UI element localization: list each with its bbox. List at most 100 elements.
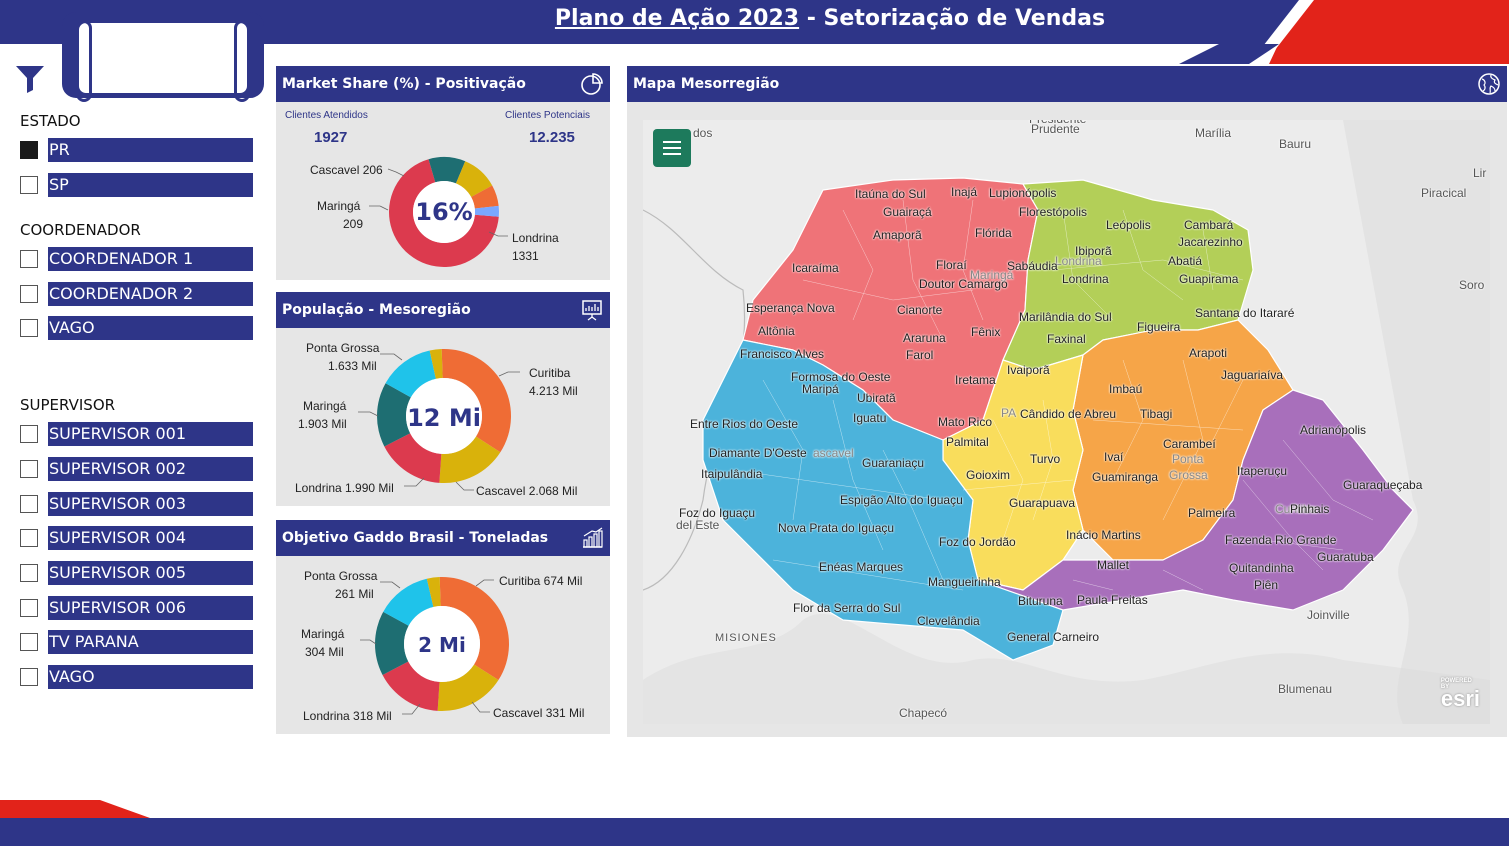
- map-header: Mapa Mesorregião: [627, 66, 1507, 102]
- label-ponta-grossa: Ponta Grossa: [306, 341, 380, 355]
- potenciais-label: Clientes Potenciais: [505, 110, 591, 121]
- populacao-panel: População - Mesoregião 12 Mi Ponta Gross…: [276, 292, 610, 506]
- place-label: Blumenau: [1278, 682, 1333, 696]
- title-year: Plano de Ação 2023: [554, 6, 800, 31]
- place-label: Flor da Serra do Sul: [793, 601, 901, 615]
- esri-label: esri: [1440, 686, 1480, 711]
- supervisor-option-vago[interactable]: VAGO: [20, 665, 253, 689]
- option-label: SUPERVISOR 006: [48, 596, 253, 620]
- supervisor-option-003[interactable]: SUPERVISOR 003: [20, 492, 253, 516]
- donut-slice-curitiba[interactable]: [439, 577, 509, 681]
- map-view[interactable]: Presidente Prudente Marília Bauru Lir Pi…: [643, 120, 1490, 724]
- coordenador-option-1[interactable]: COORDENADOR 1: [20, 247, 253, 271]
- map-menu-button[interactable]: [653, 129, 691, 167]
- option-label: SUPERVISOR 001: [48, 422, 253, 446]
- place-label: Ponta: [1172, 452, 1204, 466]
- label-curitiba: Curitiba 674 Mil: [499, 574, 583, 588]
- place-label: Arapoti: [1189, 346, 1228, 360]
- potenciais-value: 12.235: [529, 129, 575, 146]
- estado-option-pr[interactable]: PR: [20, 138, 253, 162]
- place-label: Faxinal: [1047, 332, 1086, 346]
- populacao-header: População - Mesoregião: [276, 292, 610, 328]
- supervisor-label: SUPERVISOR: [20, 396, 116, 414]
- supervisor-option-002[interactable]: SUPERVISOR 002: [20, 457, 253, 481]
- donut-slice-cascavel[interactable]: [455, 161, 493, 198]
- place-label: Palmeira: [1188, 506, 1236, 520]
- donut-slice-maring-[interactable]: [428, 157, 466, 184]
- checkbox[interactable]: [20, 141, 38, 159]
- supervisor-option-006[interactable]: SUPERVISOR 006: [20, 596, 253, 620]
- place-label: Foz do Iguaçu: [679, 506, 756, 520]
- place-label: dos: [693, 126, 713, 140]
- donut-slice-maring-[interactable]: [375, 611, 409, 675]
- donut-center-label: 2 Mi: [418, 633, 466, 657]
- donut-slice-cascavel[interactable]: [437, 664, 499, 711]
- place-label: Abatiá: [1168, 254, 1203, 268]
- place-label: Leópolis: [1106, 218, 1151, 232]
- checkbox[interactable]: [20, 599, 38, 617]
- place-label: Guapirama: [1179, 272, 1239, 286]
- checkbox[interactable]: [20, 460, 38, 478]
- donut-slice-ponta-grossa[interactable]: [385, 350, 436, 398]
- donut-slice-londrina[interactable]: [384, 433, 442, 483]
- header-red-accent: [1179, 0, 1509, 64]
- donut-slice-maring-[interactable]: [377, 383, 411, 447]
- donut-slice-ponta-grossa[interactable]: [383, 578, 434, 626]
- place-label: Ivaí: [1104, 450, 1124, 464]
- place-label: Jacarezinho: [1178, 235, 1243, 249]
- donut-slice-ponta-grossa[interactable]: [471, 185, 499, 209]
- checkbox[interactable]: [20, 425, 38, 443]
- place-label: Turvo: [1030, 452, 1061, 466]
- donut-slice-outros[interactable]: [426, 577, 441, 607]
- coordenador-option-2[interactable]: COORDENADOR 2: [20, 282, 253, 306]
- supervisor-option-001[interactable]: SUPERVISOR 001: [20, 422, 253, 446]
- label-ponta-grossa: Ponta Grossa: [304, 569, 378, 583]
- place-label: Iguatu: [853, 411, 887, 425]
- filter-icon[interactable]: [14, 62, 46, 94]
- donut-slice-outros[interactable]: [429, 349, 443, 379]
- option-label: COORDENADOR 1: [48, 247, 253, 271]
- checkbox[interactable]: [20, 176, 38, 194]
- supervisor-option-005[interactable]: SUPERVISOR 005: [20, 561, 253, 585]
- option-label: SUPERVISOR 004: [48, 526, 253, 550]
- donut-hole: [406, 378, 482, 454]
- checkbox[interactable]: [20, 285, 38, 303]
- label-londrina: Londrina: [512, 231, 559, 245]
- place-label: Itaperuçu: [1237, 464, 1288, 478]
- checkbox[interactable]: [20, 564, 38, 582]
- donut-slice-londrina[interactable]: [382, 661, 440, 711]
- place-label: Sabáudia: [1007, 259, 1058, 273]
- label-maringa: Maringá: [301, 627, 345, 641]
- checkbox[interactable]: [20, 633, 38, 651]
- place-label: General Carneiro: [1007, 630, 1100, 644]
- checkbox[interactable]: [20, 529, 38, 547]
- place-label: Soro: [1459, 278, 1485, 292]
- presentation-chart-icon: [582, 300, 602, 321]
- checkbox[interactable]: [20, 319, 38, 337]
- place-label: Fênix: [971, 325, 1001, 339]
- place-label: Mangueirinha: [928, 575, 1001, 589]
- place-label: Diamante D'Oeste: [709, 446, 807, 460]
- donut-slice-curitiba[interactable]: [441, 349, 511, 453]
- objetivo-panel: Objetivo Gaddo Brasil - Toneladas 2 Mi P…: [276, 520, 610, 734]
- place-label: Lupionópolis: [989, 186, 1057, 200]
- place-label: Doutor Camargo: [919, 277, 1008, 291]
- donut-slice-curitiba[interactable]: [474, 205, 499, 217]
- checkbox[interactable]: [20, 250, 38, 268]
- checkbox[interactable]: [20, 668, 38, 686]
- page-title: Plano de Ação 2023 - Setorização de Vend…: [0, 6, 1509, 31]
- checkbox[interactable]: [20, 495, 38, 513]
- estado-option-sp[interactable]: SP: [20, 173, 253, 197]
- coordenador-option-vago[interactable]: VAGO: [20, 316, 253, 340]
- place-label: Santana do Itararé: [1195, 306, 1295, 320]
- place-label: Goioxim: [966, 468, 1011, 482]
- donut-slice-cascavel[interactable]: [439, 436, 501, 483]
- place-label: Palmital: [946, 435, 989, 449]
- place-label: Farol: [906, 348, 934, 362]
- market-share-panel: Market Share (%) - Positivação Clientes …: [276, 66, 610, 280]
- estado-label: ESTADO: [20, 112, 81, 130]
- place-label: PA: [1001, 406, 1017, 420]
- supervisor-option-004[interactable]: SUPERVISOR 004: [20, 526, 253, 550]
- donut-slice-londrina[interactable]: [389, 159, 499, 267]
- supervisor-option-tv-parana[interactable]: TV PARANA: [20, 630, 253, 654]
